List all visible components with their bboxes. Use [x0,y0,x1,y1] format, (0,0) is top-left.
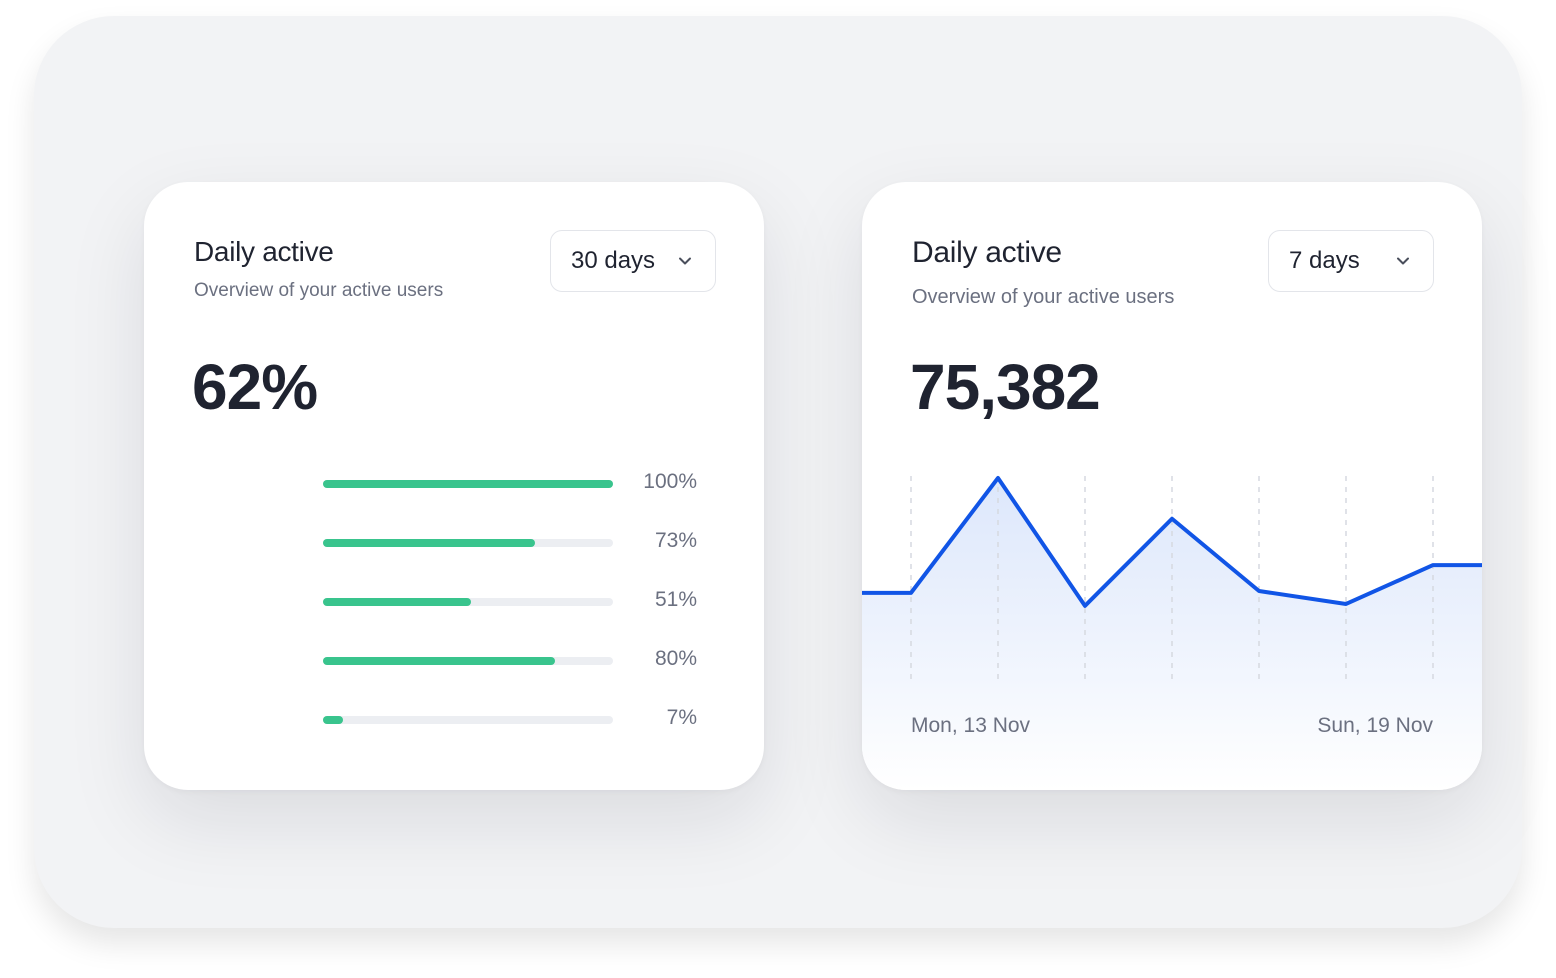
progress-bar-percent: 7% [666,706,697,729]
progress-bar-fill [323,480,613,488]
card-subtitle: Overview of your active users [912,286,1175,308]
active-users-line-chart [862,476,1482,790]
progress-bar-fill [323,716,344,724]
chevron-down-icon [1397,257,1409,265]
chevron-down-icon [679,257,691,265]
daily-active-users-card: Daily active Overview of your active use… [862,182,1482,790]
progress-bar-fill [323,657,555,665]
big-percent-value: 62% [192,351,318,423]
big-users-value: 75,382 [910,351,1101,423]
daily-active-percent-card: Daily active Overview of your active use… [144,182,764,790]
progress-bar-fill [323,598,471,606]
chart-start-date: Mon, 13 Nov [911,714,1031,737]
progress-bar-percent: 73% [654,529,697,552]
card-title: Daily active [912,236,1062,269]
chart-series-line [862,476,1482,608]
progress-bar-track [323,598,613,606]
progress-bar-percent: 80% [654,647,697,670]
progress-bar-track [323,539,613,547]
progress-bar-track [323,480,613,488]
card-title: Daily active [194,236,334,267]
period-dropdown-label: 7 days [1289,247,1360,274]
progress-bar-percent: 100% [643,470,697,493]
progress-bar-track [323,716,613,724]
period-dropdown[interactable]: 30 days [550,230,716,292]
period-dropdown-label: 30 days [571,247,656,274]
progress-bar-percent: 51% [654,588,697,611]
background-frame: Daily active Overview of your active use… [34,16,1522,928]
progress-bar-track [323,657,613,665]
progress-bars: 100% 73% 51% 80% 7% [144,182,764,790]
card-subtitle: Overview of your active users [194,280,444,301]
period-dropdown[interactable]: 7 days [1268,230,1434,292]
progress-bar-fill [323,539,535,547]
chart-end-date: Sun, 19 Nov [1317,714,1433,737]
